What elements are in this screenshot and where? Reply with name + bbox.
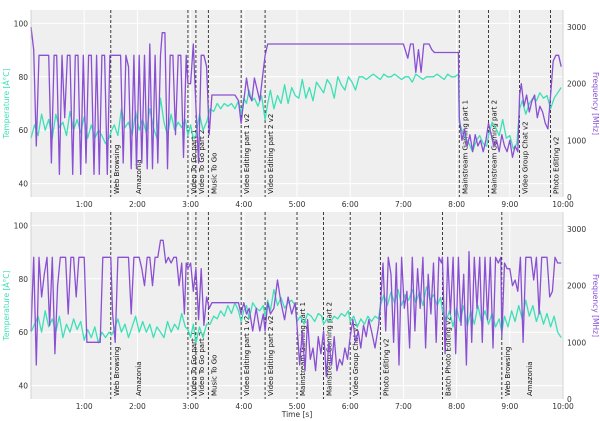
segment-label: Music To Go [210, 153, 218, 194]
segment-label: Photo Editing v2 [553, 137, 561, 194]
series-line-frequency [30, 26, 562, 175]
segment-label: Web Browsing [113, 347, 121, 397]
segment-label: Amazonia [135, 159, 143, 194]
x-tick-label: 4:00 [235, 200, 252, 209]
segment-label: Video Editing part 2 v2 [267, 114, 275, 194]
segment-label: Amazonia [526, 361, 534, 396]
y-right-tick-label: 2000 [567, 282, 586, 291]
segment-label: Amazonia [135, 361, 143, 396]
y-right-tick-label: 3000 [567, 225, 586, 234]
x-axis-label: Time [s] [281, 410, 313, 419]
y-left-axis-label: Temperature [Â°C] [2, 271, 11, 342]
series-line-frequency [30, 239, 562, 377]
segment-label: Photo Editing v2 [382, 339, 390, 396]
y-left-tick-label: 40 [18, 180, 28, 189]
x-tick-label: 6:00 [342, 402, 359, 411]
x-tick-label: 10:00 [552, 200, 574, 209]
y-left-tick-label: 100 [14, 19, 29, 28]
y-right-tick-label: 0 [567, 193, 572, 202]
y-left-tick-label: 60 [18, 126, 28, 135]
segment-label: Mainstream Gaming part 2 [491, 100, 499, 194]
x-tick-label: 1:00 [76, 402, 93, 411]
x-tick-label: 5:00 [289, 200, 306, 209]
x-tick-label: 3:00 [182, 200, 199, 209]
y-left-tick-label: 60 [18, 328, 28, 337]
segment-label: Video Group Chat v2 [522, 121, 530, 194]
segment-label: Video Group Chat v2 [352, 323, 360, 396]
x-tick-label: 2:00 [129, 402, 146, 411]
x-tick-label: 9:00 [501, 200, 518, 209]
x-tick-label: 3:00 [182, 402, 199, 411]
y-left-tick-label: 100 [14, 221, 29, 230]
x-tick-label: 8:00 [448, 200, 465, 209]
segment-label: Video Editing part 1 v2 [243, 316, 251, 396]
y-right-axis-label: Frequency [MHz] [591, 274, 600, 337]
x-tick-label: 7:00 [395, 200, 412, 209]
y-right-tick-label: 3000 [567, 23, 586, 32]
y-right-tick-label: 2000 [567, 80, 586, 89]
panel-bottom: Web Browsing Amazonia Video To Go part 1 Vi… [2, 212, 600, 419]
y-left-tick-label: 80 [18, 73, 28, 82]
panel-top: Web Browsing Amazonia Video To Go part 1 Vi… [2, 10, 600, 209]
x-tick-label: 1:00 [76, 200, 93, 209]
segment-label: Music To Go [210, 355, 218, 396]
segment-label: Video To Go part 1 [190, 130, 198, 194]
segment-label: Mainstream Gaming part 1 [461, 100, 469, 194]
segment-label: Batch Photo Editing v2 [444, 316, 452, 396]
y-right-tick-label: 1000 [567, 136, 586, 145]
segment-label: Video To Go part 1 [190, 332, 198, 396]
segment-label: Video To Go part 2 [198, 130, 206, 194]
y-left-tick-label: 40 [18, 382, 28, 391]
x-tick-label: 8:00 [448, 402, 465, 411]
x-tick-label: 6:00 [342, 200, 359, 209]
y-left-tick-label: 80 [18, 275, 28, 284]
x-tick-label: 7:00 [395, 402, 412, 411]
y-right-tick-label: 0 [567, 395, 572, 404]
segment-label: Video Editing part 1 v2 [243, 114, 251, 194]
x-tick-label: 4:00 [235, 402, 252, 411]
segment-label: Web Browsing [504, 347, 512, 397]
segment-label: Video To Go part 2 [198, 332, 206, 396]
x-tick-label: 10:00 [552, 402, 574, 411]
y-right-axis-label: Frequency [MHz] [591, 72, 600, 135]
y-left-axis-label: Temperature [Â°C] [2, 69, 11, 140]
segment-label: Video Editing part 2 v2 [267, 316, 275, 396]
x-tick-label: 9:00 [501, 402, 518, 411]
y-right-tick-label: 1000 [567, 338, 586, 347]
x-tick-label: 2:00 [129, 200, 146, 209]
segment-label: Web Browsing [113, 145, 121, 195]
x-tick-label: 5:00 [289, 402, 306, 411]
